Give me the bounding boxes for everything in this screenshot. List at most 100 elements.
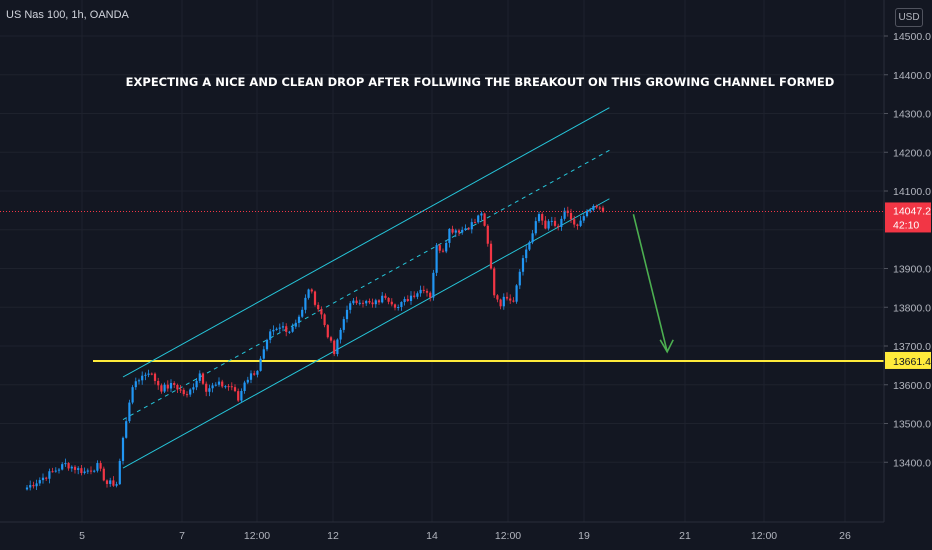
candlestick-series xyxy=(25,204,605,491)
candle-body xyxy=(387,297,390,302)
candle-body xyxy=(438,245,441,251)
candle-body xyxy=(96,463,99,471)
y-tick-label: 14200.0 xyxy=(893,147,931,159)
candle-body xyxy=(112,480,115,486)
candle-body xyxy=(573,219,576,225)
candle-body xyxy=(73,466,77,470)
candle-body xyxy=(333,340,336,355)
candle-body xyxy=(515,285,518,302)
candle-body xyxy=(368,300,371,303)
candle-body xyxy=(147,373,150,375)
candle-body xyxy=(579,220,582,226)
candle-body xyxy=(553,220,557,226)
candle-body xyxy=(32,485,35,487)
candle-body xyxy=(397,306,400,308)
candle-body xyxy=(601,207,605,212)
candle-body xyxy=(35,483,38,487)
candle-body xyxy=(499,299,502,307)
candle-body xyxy=(182,389,185,395)
candle-body xyxy=(195,380,198,388)
candle-body xyxy=(221,381,224,387)
candle-body xyxy=(534,221,537,234)
candle-body xyxy=(230,386,233,388)
currency-button[interactable]: USD xyxy=(895,8,923,27)
candle-body xyxy=(93,470,96,472)
x-tick-label: 12:00 xyxy=(751,530,777,542)
candle-body xyxy=(198,373,201,381)
candle-body xyxy=(45,477,48,479)
candle-body xyxy=(128,402,131,422)
candle-body xyxy=(393,304,397,308)
candle-body xyxy=(352,300,355,304)
price-axis[interactable]: 13400.0 13500.0 13600.0 13700.0 13800.0 13900… xyxy=(883,0,931,522)
channel-lower-line xyxy=(122,198,610,469)
candle-body xyxy=(461,229,464,233)
support-level-badge xyxy=(885,351,931,369)
candle-body xyxy=(400,302,403,307)
candle-body xyxy=(278,327,281,329)
y-tick-label: 14500.0 xyxy=(893,31,931,43)
candle-body xyxy=(422,289,425,291)
candle-body xyxy=(29,485,32,488)
y-tick-label: 13700.0 xyxy=(893,341,931,353)
candle-body xyxy=(537,214,541,222)
candle-body xyxy=(313,291,317,305)
candle-body xyxy=(473,222,477,224)
candle-body xyxy=(541,214,544,221)
x-tick-label: 7 xyxy=(179,530,185,542)
candle-body xyxy=(464,228,467,230)
candle-body xyxy=(518,271,521,286)
candle-body xyxy=(381,295,384,303)
candle-body xyxy=(355,300,358,304)
candle-body xyxy=(217,381,221,385)
candle-body xyxy=(531,233,534,243)
candle-body xyxy=(25,487,29,490)
candle-body xyxy=(339,329,342,340)
candle-body xyxy=(214,384,217,386)
candle-body xyxy=(208,388,211,392)
candle-body xyxy=(349,303,352,310)
candle-body xyxy=(435,245,438,273)
candle-body xyxy=(288,331,291,333)
candle-body xyxy=(441,250,445,252)
candle-body xyxy=(163,384,166,392)
candle-body xyxy=(262,349,265,359)
candle-body xyxy=(205,383,208,392)
candle-body xyxy=(131,387,134,403)
candle-body xyxy=(166,384,169,389)
candle-body xyxy=(525,249,528,259)
time-axis[interactable]: 5 7 12:00 12 14 12:00 19 21 12:00 26 xyxy=(0,521,884,542)
candle-body xyxy=(153,373,157,381)
candle-body xyxy=(125,421,128,438)
candle-body xyxy=(560,218,563,227)
candle-body xyxy=(569,212,573,220)
x-tick-label: 12:00 xyxy=(495,530,521,542)
candle-body xyxy=(105,480,109,484)
x-tick-label: 21 xyxy=(679,530,691,542)
candle-body xyxy=(297,316,301,323)
candle-body xyxy=(291,326,294,332)
candle-body xyxy=(563,210,566,219)
candle-body xyxy=(134,381,137,388)
candle-body xyxy=(557,225,560,227)
candle-body xyxy=(281,326,285,328)
y-tick-label: 13500.0 xyxy=(893,419,931,431)
candle-body xyxy=(477,215,480,223)
candle-body xyxy=(432,272,435,298)
candle-body xyxy=(61,464,64,470)
candle-body xyxy=(224,386,227,388)
candle-body xyxy=(320,309,323,315)
candle-body xyxy=(304,297,307,310)
symbol-label: US Nas 100, 1h, OANDA xyxy=(6,9,129,21)
candle-body xyxy=(521,258,525,272)
candle-body xyxy=(185,394,189,396)
candle-body xyxy=(189,389,192,395)
candle-body xyxy=(77,468,80,470)
candle-body xyxy=(345,309,349,320)
candle-body xyxy=(57,469,61,471)
support-level-label: 13661.4 xyxy=(893,356,931,368)
candle-body xyxy=(160,385,163,392)
candle-body xyxy=(294,322,297,327)
x-tick-label: 12:00 xyxy=(244,530,270,542)
